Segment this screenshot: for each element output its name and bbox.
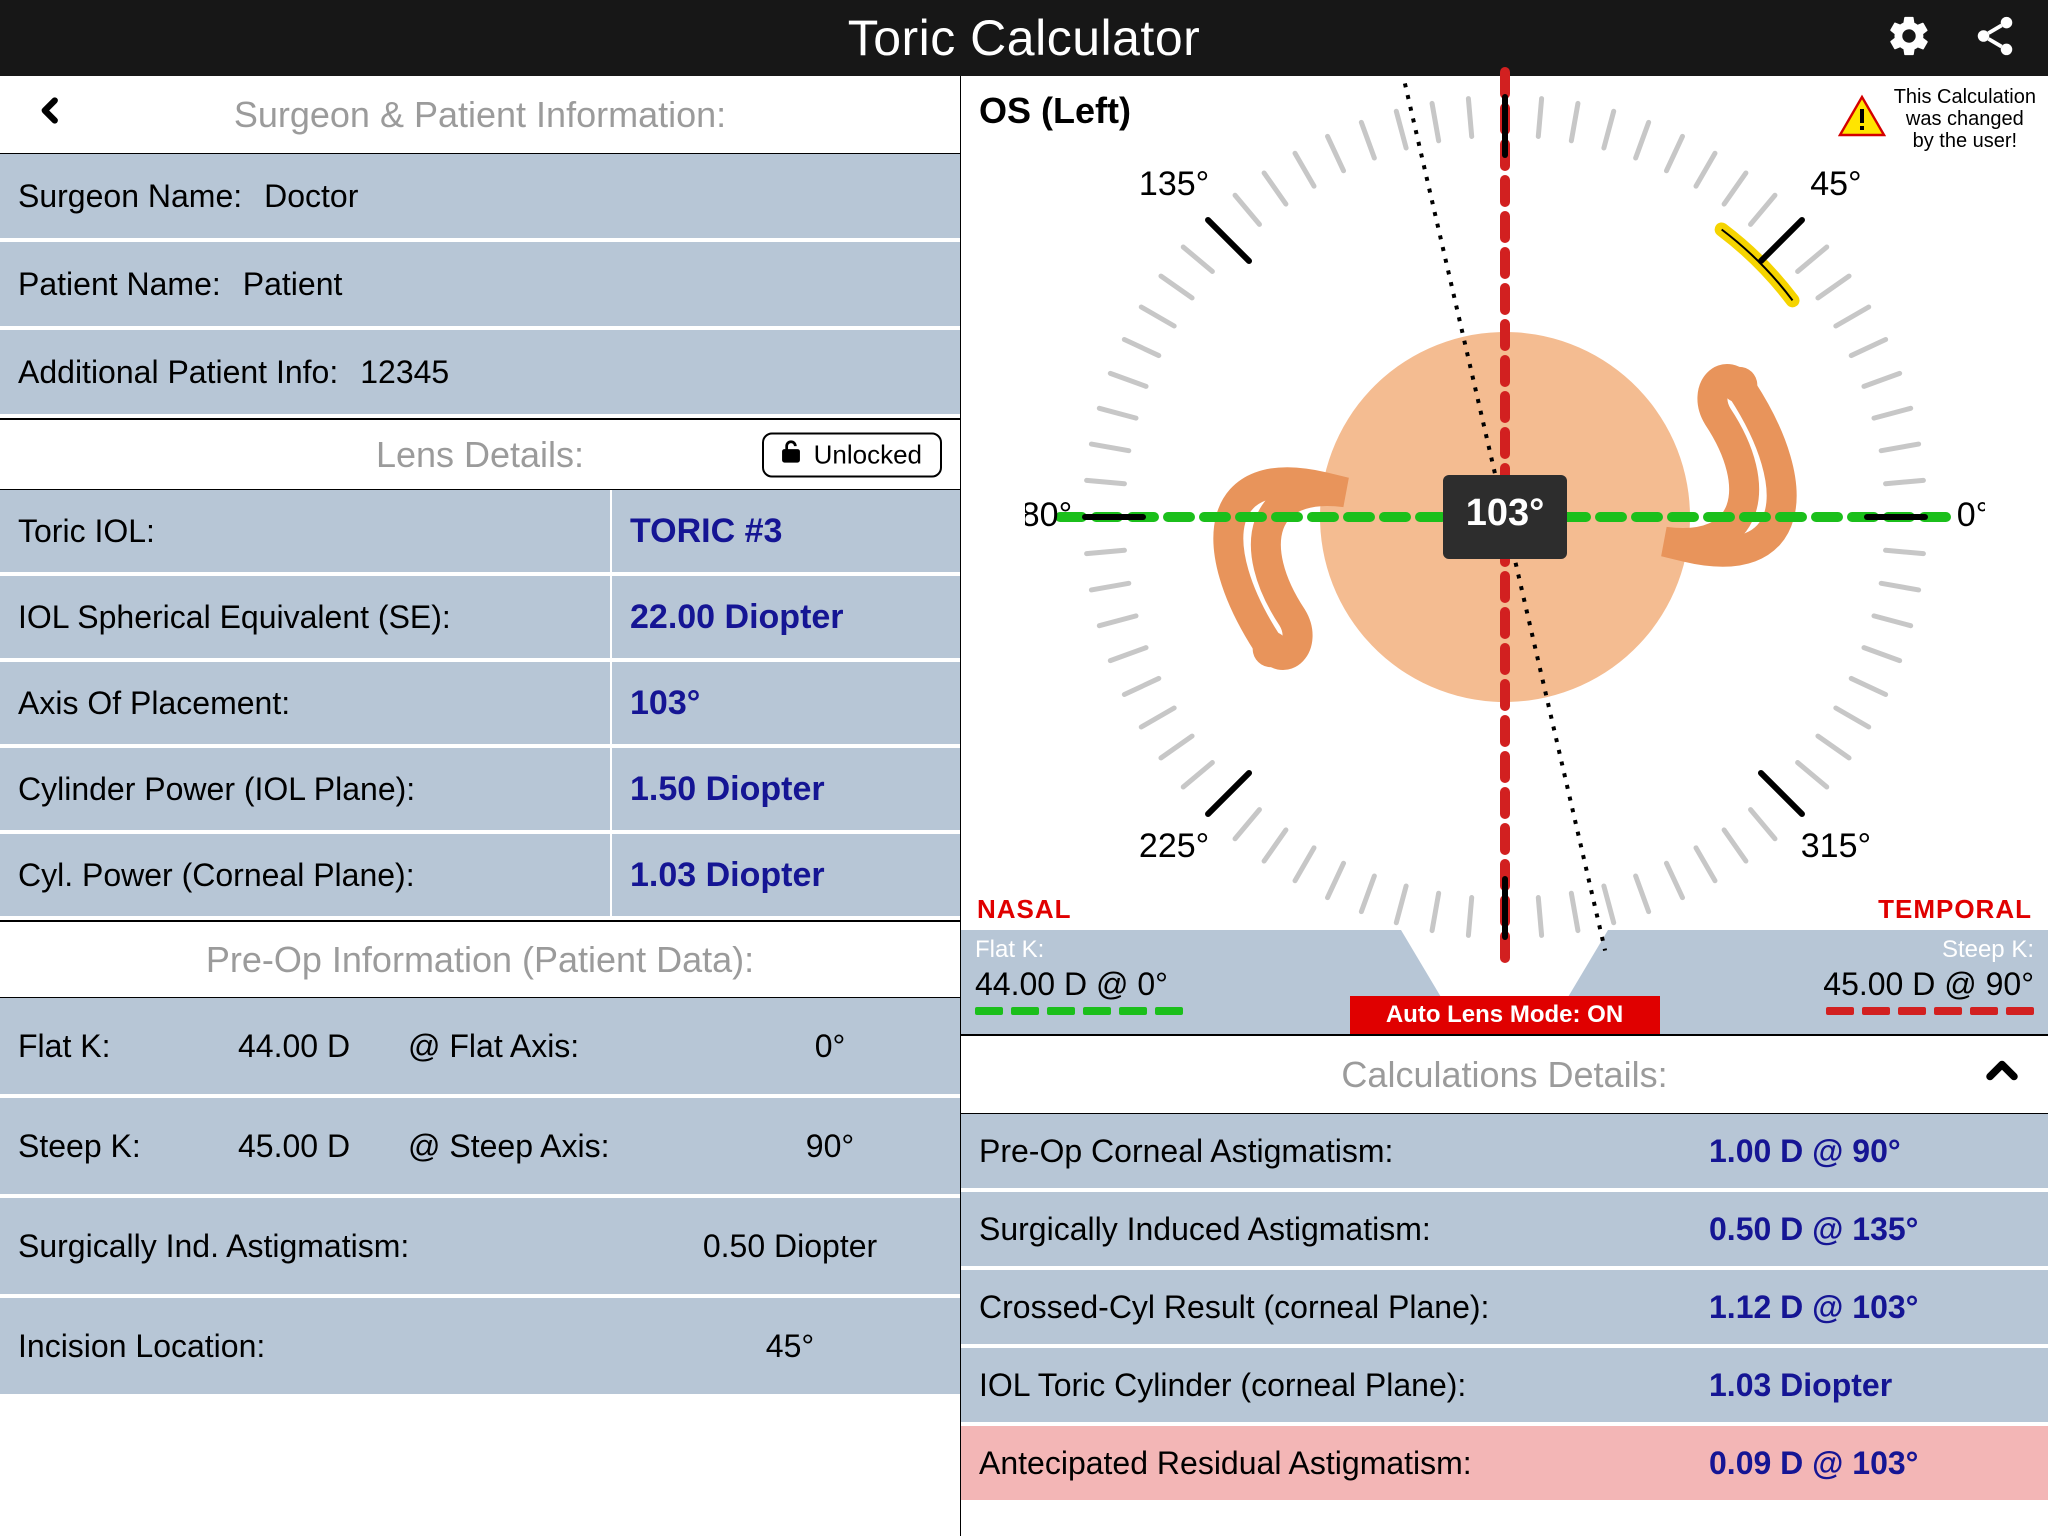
value: 0.50 D @ 135° [1709,1211,1918,1248]
row-axis-placement[interactable]: Axis Of Placement: 103° [0,662,960,748]
section-header-preop: Pre-Op Information (Patient Data): [0,920,960,998]
axis-dial[interactable]: 0°45°90°135°180°225°270°315°103° [1025,67,1985,967]
label: @ Flat Axis: [390,998,700,1094]
svg-text:135°: 135° [1138,165,1208,203]
value: 1.03 Diopter [612,834,960,916]
row-iol-toric-cyl: IOL Toric Cylinder (corneal Plane): 1.03… [961,1348,2048,1426]
label: Antecipated Residual Astigmatism: [979,1445,1709,1482]
row-preop-astig: Pre-Op Corneal Astigmatism: 1.00 D @ 90° [961,1114,2048,1192]
row-flatk[interactable]: Flat K: 44.00 D @ Flat Axis: 0° [0,998,960,1098]
calc-rows: Pre-Op Corneal Astigmatism: 1.00 D @ 90°… [961,1114,2048,1504]
label: Pre-Op Corneal Astigmatism: [979,1133,1709,1170]
settings-icon[interactable] [1886,13,1932,64]
value: TORIC #3 [612,490,960,572]
value: 45.00 D [220,1098,390,1194]
back-icon[interactable] [36,90,66,139]
value: 90° [700,1098,960,1194]
label: Cyl. Power (Corneal Plane): [0,834,612,916]
row-steepk[interactable]: Steep K: 45.00 D @ Steep Axis: 90° [0,1098,960,1198]
chevron-up-icon [1984,1052,2020,1097]
svg-text:315°: 315° [1800,827,1870,865]
preop-rows: Flat K: 44.00 D @ Flat Axis: 0° Steep K:… [0,998,960,1398]
section-header-surgeon: Surgeon & Patient Information: [0,76,960,154]
value: 45° [620,1298,960,1394]
share-icon[interactable] [1972,13,2018,64]
value: 0° [700,998,960,1094]
value: 12345 [360,354,449,391]
label: Surgeon Name: [18,178,242,215]
section-header-calc-label: Calculations Details: [1341,1054,1667,1096]
value: 44.00 D [220,998,390,1094]
svg-text:270°: 270° [1469,964,1539,967]
section-header-lens-label: Lens Details: [376,434,584,476]
label: Crossed-Cyl Result (corneal Plane): [979,1289,1709,1326]
row-sia-calc: Surgically Induced Astigmatism: 0.50 D @… [961,1192,2048,1270]
row-iol-se[interactable]: IOL Spherical Equivalent (SE): 22.00 Dio… [0,576,960,662]
label: Steep K: [0,1098,220,1194]
svg-text:0°: 0° [1956,496,1984,534]
lock-label: Unlocked [814,439,922,470]
surgeon-patient-rows: Surgeon Name: Doctor Patient Name: Patie… [0,154,960,418]
label: Cylinder Power (IOL Plane): [0,748,612,830]
lens-rows: Toric IOL: TORIC #3 IOL Spherical Equiva… [0,490,960,920]
right-column: OS (Left) This Calculation was changed b… [961,76,2048,1536]
row-patient-name[interactable]: Patient Name: Patient [0,242,960,330]
row-crossed-cyl: Crossed-Cyl Result (corneal Plane): 1.12… [961,1270,2048,1348]
row-surgeon-name[interactable]: Surgeon Name: Doctor [0,154,960,242]
section-header-preop-label: Pre-Op Information (Patient Data): [206,939,754,981]
svg-text:45°: 45° [1810,165,1861,203]
label: Incision Location: [0,1298,620,1394]
row-patient-info[interactable]: Additional Patient Info: 12345 [0,330,960,418]
label: Additional Patient Info: [18,354,338,391]
row-residual-astig: Antecipated Residual Astigmatism: 0.09 D… [961,1426,2048,1504]
value: 1.00 D @ 90° [1709,1133,1901,1170]
section-header-surgeon-label: Surgeon & Patient Information: [234,94,726,136]
section-header-calc[interactable]: Calculations Details: [961,1036,2048,1114]
flatk-value: 44.00 D @ 0° [975,966,1387,1003]
label: Surgically Ind. Astigmatism: [0,1198,620,1294]
label: Toric IOL: [0,490,612,572]
label: @ Steep Axis: [390,1098,700,1194]
label: IOL Toric Cylinder (corneal Plane): [979,1367,1709,1404]
value: 1.12 D @ 103° [1709,1289,1918,1326]
value: 0.50 Diopter [620,1198,960,1294]
flatk-dashes [975,1007,1387,1015]
svg-text:225°: 225° [1138,827,1208,865]
eye-panel: OS (Left) This Calculation was changed b… [961,76,2048,1036]
steepk-dashes [1622,1007,2034,1015]
section-header-lens: Lens Details: Unlocked [0,418,960,490]
steepk-value: 45.00 D @ 90° [1622,966,2034,1003]
label: Axis Of Placement: [0,662,612,744]
row-incision-loc[interactable]: Incision Location: 45° [0,1298,960,1398]
titlebar: Toric Calculator [0,0,2048,76]
row-toric-iol[interactable]: Toric IOL: TORIC #3 [0,490,960,576]
value: 103° [612,662,960,744]
value: Patient [243,266,343,303]
label: Surgically Induced Astigmatism: [979,1211,1709,1248]
svg-text:103°: 103° [1465,492,1544,534]
row-sia[interactable]: Surgically Ind. Astigmatism: 0.50 Diopte… [0,1198,960,1298]
unlock-icon [778,438,804,471]
svg-text:180°: 180° [1025,496,1072,534]
value: 22.00 Diopter [612,576,960,658]
row-cyl-iol-plane[interactable]: Cylinder Power (IOL Plane): 1.50 Diopter [0,748,960,834]
value: 1.03 Diopter [1709,1367,1892,1404]
label: Flat K: [0,998,220,1094]
left-column: Surgeon & Patient Information: Surgeon N… [0,76,960,1536]
lock-toggle[interactable]: Unlocked [762,432,942,477]
row-cyl-corneal-plane[interactable]: Cyl. Power (Corneal Plane): 1.03 Diopter [0,834,960,920]
app-title: Toric Calculator [848,9,1201,67]
label: Patient Name: [18,266,221,303]
value: 1.50 Diopter [612,748,960,830]
auto-lens-badge: Auto Lens Mode: ON [1350,996,1660,1034]
value: Doctor [264,178,358,215]
label: IOL Spherical Equivalent (SE): [0,576,612,658]
value: 0.09 D @ 103° [1709,1445,1918,1482]
